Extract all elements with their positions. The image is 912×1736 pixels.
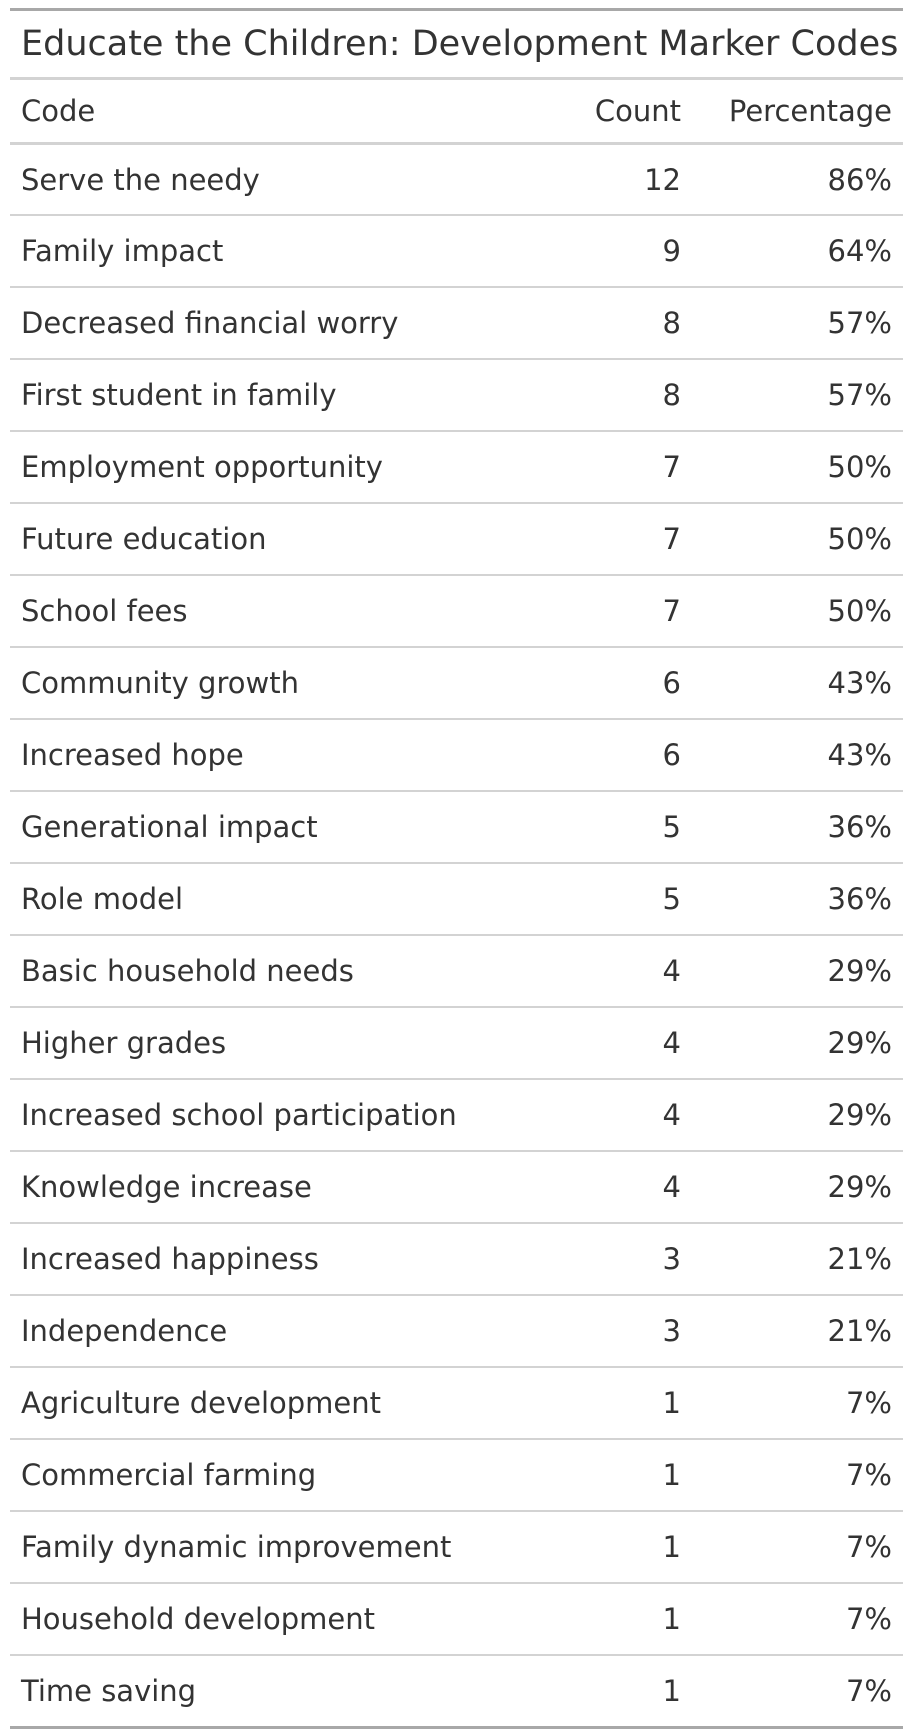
cell-count: 4 [662,1098,681,1132]
column-header-code: Code [21,94,96,128]
cell-code: Increased hope [21,738,244,772]
cell-count: 4 [662,1026,681,1060]
cell-code: Time saving [21,1674,197,1708]
cell-percentage: 50% [827,594,892,628]
cell-code: Commercial farming [21,1458,317,1492]
cell-count: 1 [662,1458,681,1492]
cell-code: Basic household needs [21,954,354,988]
table-row: Community growth 6 43% [10,646,903,718]
table-row: Increased school participation 4 29% [10,1078,903,1150]
cell-count: 1 [662,1674,681,1708]
table-row: Independence 3 21% [10,1294,903,1366]
table-row: Time saving 1 7% [10,1654,903,1726]
table-row: Generational impact 5 36% [10,790,903,862]
cell-code: Future education [21,522,267,556]
cell-percentage: 29% [827,1098,892,1132]
cell-percentage: 36% [827,882,892,916]
cell-count: 6 [662,666,681,700]
cell-code: Family impact [21,234,224,268]
table-row: School fees 7 50% [10,574,903,646]
table-row: Family dynamic improvement 1 7% [10,1510,903,1582]
table-row: Basic household needs 4 29% [10,934,903,1006]
table-row: Higher grades 4 29% [10,1006,903,1078]
cell-percentage: 50% [827,522,892,556]
cell-count: 7 [662,450,681,484]
cell-percentage: 29% [827,1026,892,1060]
cell-code: Family dynamic improvement [21,1530,452,1564]
cell-percentage: 50% [827,450,892,484]
cell-code: Decreased financial worry [21,306,399,340]
cell-code: Increased school participation [21,1098,457,1132]
cell-percentage: 86% [827,162,892,197]
cell-percentage: 7% [845,1458,892,1492]
cell-count: 3 [662,1242,681,1276]
cell-percentage: 7% [845,1386,892,1420]
cell-percentage: 7% [845,1530,892,1564]
cell-percentage: 7% [845,1674,892,1708]
cell-code: Agriculture development [21,1386,382,1420]
cell-code: Community growth [21,666,299,700]
cell-code: Increased happiness [21,1242,319,1276]
cell-code: Employment opportunity [21,450,383,484]
table-row: Serve the needy 12 86% [10,145,903,214]
table-header-row: Code Count Percentage [10,80,903,145]
table-row: Commercial farming 1 7% [10,1438,903,1510]
cell-percentage: 29% [827,1170,892,1204]
cell-code: Serve the needy [21,162,260,197]
cell-percentage: 43% [827,666,892,700]
cell-count: 4 [662,954,681,988]
cell-count: 1 [662,1386,681,1420]
cell-count: 7 [662,522,681,556]
cell-percentage: 57% [827,306,892,340]
table-row: Household development 1 7% [10,1582,903,1654]
cell-percentage: 29% [827,954,892,988]
cell-percentage: 7% [845,1602,892,1636]
cell-count: 8 [662,306,681,340]
marker-codes-table: Educate the Children: Development Marker… [10,8,903,1729]
table-body: Serve the needy 12 86% Family impact 9 64% Dec… [10,145,903,1726]
cell-count: 7 [662,594,681,628]
table-row: Increased hope 6 43% [10,718,903,790]
cell-percentage: 21% [827,1242,892,1276]
cell-code: Independence [21,1314,228,1348]
table-row: Increased happiness 3 21% [10,1222,903,1294]
cell-code: Higher grades [21,1026,227,1060]
cell-code: First student in family [21,378,337,412]
table-row: Decreased financial worry 8 57% [10,286,903,358]
cell-code: School fees [21,594,188,628]
table-title: Educate the Children: Development Marker… [10,11,903,80]
table-row: Future education 7 50% [10,502,903,574]
cell-count: 8 [662,378,681,412]
column-header-count: Count [594,94,681,128]
cell-count: 3 [662,1314,681,1348]
table-row: Employment opportunity 7 50% [10,430,903,502]
table-row: Family impact 9 64% [10,214,903,286]
cell-count: 4 [662,1170,681,1204]
cell-count: 1 [662,1530,681,1564]
cell-count: 6 [662,738,681,772]
cell-percentage: 57% [827,378,892,412]
cell-code: Household development [21,1602,375,1636]
cell-count: 5 [662,882,681,916]
cell-count: 5 [662,810,681,844]
table-row: Knowledge increase 4 29% [10,1150,903,1222]
cell-percentage: 21% [827,1314,892,1348]
cell-count: 9 [662,234,681,268]
cell-count: 12 [644,162,681,197]
cell-code: Knowledge increase [21,1170,312,1204]
cell-count: 1 [662,1602,681,1636]
column-header-percentage: Percentage [728,94,892,128]
cell-percentage: 36% [827,810,892,844]
table-row: Role model 5 36% [10,862,903,934]
cell-percentage: 64% [827,234,892,268]
cell-code: Role model [21,882,184,916]
cell-percentage: 43% [827,738,892,772]
cell-code: Generational impact [21,810,318,844]
table-row: First student in family 8 57% [10,358,903,430]
table-row: Agriculture development 1 7% [10,1366,903,1438]
